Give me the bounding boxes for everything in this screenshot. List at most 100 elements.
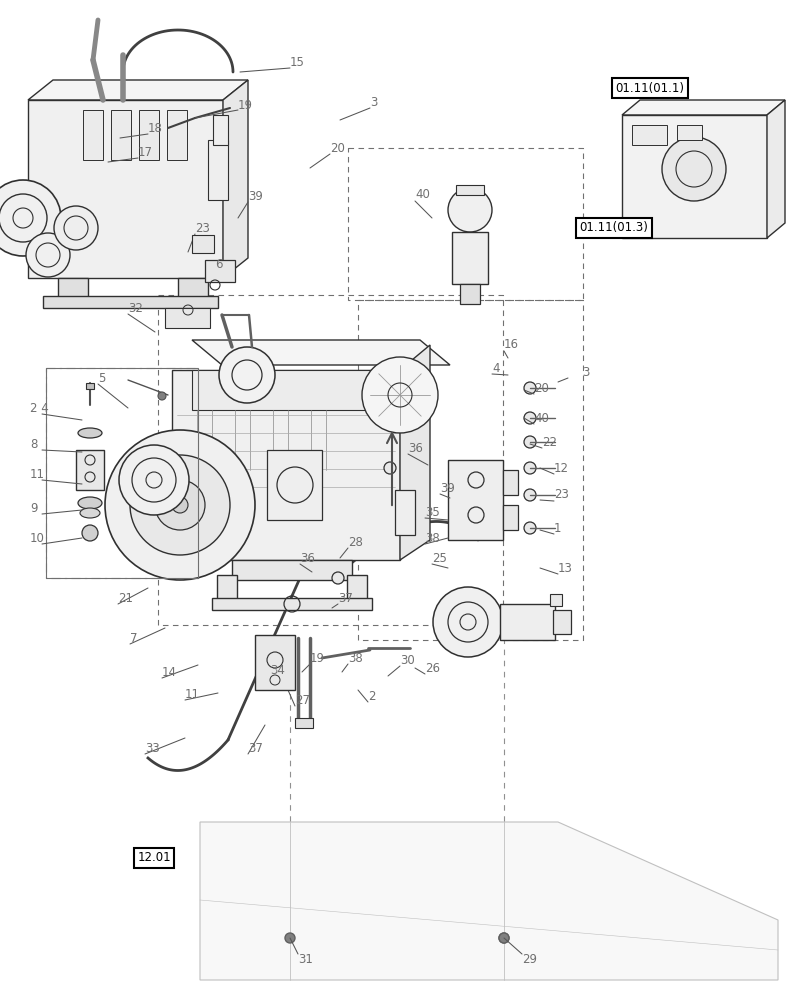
- Bar: [212, 115, 228, 145]
- Text: 19: 19: [310, 652, 324, 664]
- Text: 22: 22: [541, 436, 556, 448]
- Text: 37: 37: [247, 742, 263, 754]
- Bar: [500, 604, 554, 640]
- Text: 3: 3: [370, 96, 377, 109]
- Circle shape: [432, 587, 502, 657]
- Circle shape: [0, 180, 61, 256]
- Bar: [217, 575, 237, 600]
- Circle shape: [105, 430, 255, 580]
- Text: 6: 6: [215, 258, 222, 271]
- Bar: [232, 560, 351, 580]
- Text: 38: 38: [424, 532, 440, 544]
- Circle shape: [523, 522, 535, 534]
- Circle shape: [82, 525, 98, 541]
- Text: 13: 13: [557, 562, 573, 574]
- Text: 20: 20: [329, 142, 345, 155]
- Circle shape: [523, 436, 535, 448]
- Polygon shape: [28, 100, 223, 278]
- Text: 23: 23: [195, 222, 209, 234]
- Text: 01.11(01.1): 01.11(01.1): [615, 82, 684, 95]
- Circle shape: [332, 572, 344, 584]
- Circle shape: [158, 392, 165, 400]
- Circle shape: [384, 462, 396, 474]
- Circle shape: [523, 462, 535, 474]
- Bar: [676, 125, 702, 140]
- Text: 11: 11: [30, 468, 45, 482]
- Text: 30: 30: [400, 654, 414, 666]
- Polygon shape: [223, 80, 247, 278]
- Text: 4: 4: [491, 361, 499, 374]
- Text: 14: 14: [162, 666, 177, 678]
- Text: 11: 11: [185, 688, 200, 700]
- Bar: [76, 450, 104, 490]
- Text: 3: 3: [581, 365, 589, 378]
- Circle shape: [172, 497, 188, 513]
- Polygon shape: [766, 100, 784, 238]
- Text: 21: 21: [118, 591, 133, 604]
- Text: 01.11(01.3): 01.11(01.3): [579, 222, 648, 234]
- Bar: [191, 370, 371, 410]
- Circle shape: [448, 188, 491, 232]
- Text: 26: 26: [424, 662, 440, 674]
- Text: 33: 33: [145, 742, 160, 754]
- Polygon shape: [621, 100, 784, 115]
- Text: 27: 27: [294, 694, 310, 706]
- Polygon shape: [28, 80, 247, 100]
- Ellipse shape: [78, 428, 102, 438]
- Text: 28: 28: [348, 536, 363, 548]
- Bar: [267, 450, 322, 520]
- Text: 29: 29: [521, 953, 536, 966]
- Bar: [165, 308, 210, 328]
- Bar: [204, 260, 234, 282]
- Bar: [631, 125, 666, 145]
- Circle shape: [499, 933, 508, 943]
- Text: 40: 40: [414, 188, 429, 202]
- Text: 38: 38: [348, 652, 363, 664]
- Bar: [448, 460, 502, 540]
- Circle shape: [523, 382, 535, 394]
- Circle shape: [26, 233, 70, 277]
- Text: 10: 10: [30, 532, 45, 544]
- Text: 31: 31: [298, 953, 312, 966]
- Ellipse shape: [80, 508, 100, 518]
- Bar: [167, 110, 187, 160]
- Text: 25: 25: [431, 552, 446, 564]
- Bar: [549, 594, 561, 606]
- Bar: [178, 278, 208, 298]
- Circle shape: [285, 933, 294, 943]
- Text: 36: 36: [407, 442, 423, 454]
- Bar: [83, 110, 103, 160]
- Text: 37: 37: [337, 591, 353, 604]
- Bar: [348, 148, 582, 300]
- Circle shape: [362, 357, 437, 433]
- Polygon shape: [191, 340, 449, 365]
- Bar: [208, 140, 228, 200]
- Text: 7: 7: [130, 632, 137, 645]
- Bar: [502, 505, 517, 530]
- Circle shape: [119, 445, 189, 515]
- Text: 16: 16: [504, 338, 518, 352]
- Bar: [212, 598, 371, 610]
- Bar: [394, 490, 414, 535]
- Bar: [46, 368, 198, 578]
- Text: 8: 8: [30, 438, 37, 452]
- Text: 12.01: 12.01: [137, 851, 170, 864]
- Text: 2 4: 2 4: [30, 401, 49, 414]
- Circle shape: [523, 489, 535, 501]
- Text: 18: 18: [148, 122, 163, 135]
- Circle shape: [155, 480, 204, 530]
- Polygon shape: [400, 345, 430, 560]
- Circle shape: [661, 137, 725, 201]
- Text: 9: 9: [30, 502, 37, 514]
- Bar: [255, 635, 294, 690]
- Text: 23: 23: [553, 488, 569, 502]
- Bar: [294, 718, 312, 728]
- Bar: [358, 300, 582, 640]
- Text: 12: 12: [553, 462, 569, 475]
- Text: 2: 2: [367, 690, 375, 702]
- Text: 36: 36: [299, 552, 315, 564]
- Bar: [191, 235, 214, 253]
- Text: 20: 20: [534, 381, 548, 394]
- Bar: [346, 575, 367, 600]
- Bar: [502, 470, 517, 495]
